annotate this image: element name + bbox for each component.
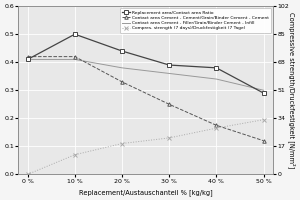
X-axis label: Replacement/Austauschanteil % [kg/kg]: Replacement/Austauschanteil % [kg/kg] <box>79 189 212 196</box>
Y-axis label: Compressive strength/Druckfestigkeit [N/mm²]: Compressive strength/Druckfestigkeit [N/… <box>288 12 296 168</box>
Legend: Replacement area/Contact area Ratio, Contact area Cement - Cement/Grain/Binder C: Replacement area/Contact area Ratio, Con… <box>120 8 271 33</box>
